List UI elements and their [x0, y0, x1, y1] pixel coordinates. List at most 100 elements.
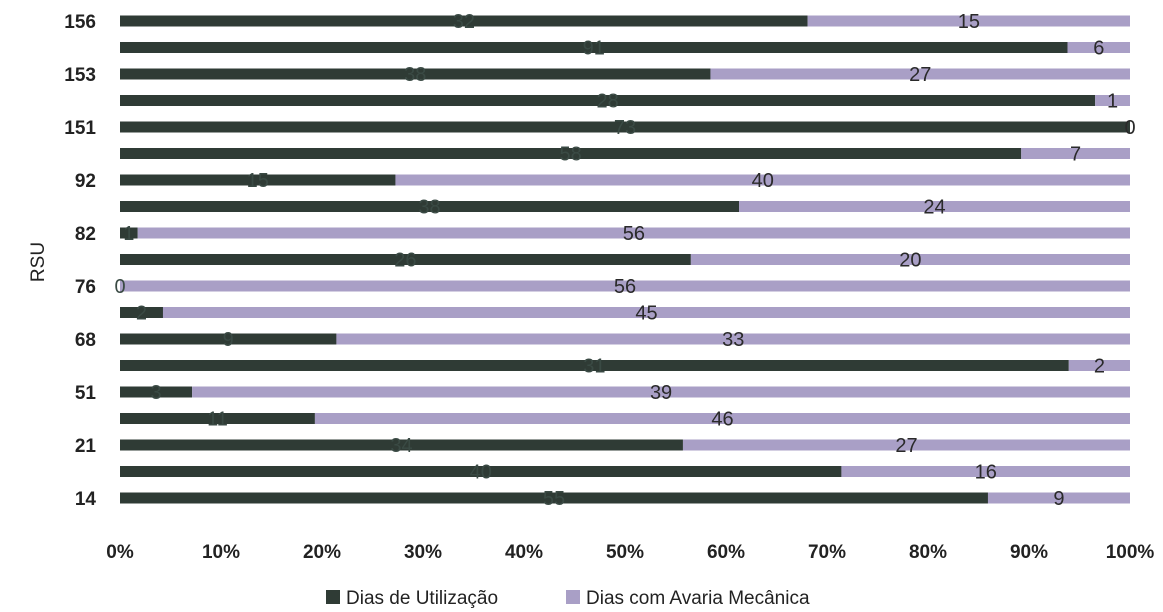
- y-tick-label: 14: [75, 489, 97, 510]
- data-label-dias-de-utilizacao: 34: [390, 435, 412, 457]
- bar-dias-de-utilizacao: [120, 121, 1130, 133]
- bar-dias-de-utilizacao: [120, 333, 337, 345]
- bar-dias-de-utilizacao: [120, 386, 193, 398]
- bar-dias-de-utilizacao: [120, 95, 1096, 106]
- data-label-dias-de-utilizacao: 28: [596, 91, 618, 113]
- data-label-dias-de-utilizacao: 58: [559, 144, 581, 166]
- data-label-dias-de-utilizacao: 26: [394, 250, 416, 272]
- x-tick-label: 20%: [303, 542, 341, 563]
- bar-dias-de-utilizacao: [120, 360, 1069, 371]
- bar-dias-com-avaria-mecanica: [841, 466, 1130, 477]
- bar-dias-de-utilizacao: [120, 492, 988, 504]
- data-label-dias-com-avaria-mecanica: 27: [895, 435, 917, 457]
- x-tick-label: 100%: [1106, 542, 1155, 563]
- data-label-dias-com-avaria-mecanica: 2: [1094, 356, 1105, 378]
- data-label-dias-com-avaria-mecanica: 0: [1124, 117, 1135, 139]
- legend: Dias de Utilização Dias com Avaria Mecân…: [326, 588, 810, 609]
- bar-dias-de-utilizacao: [120, 439, 683, 451]
- y-tick-label: 21: [75, 436, 97, 457]
- legend-label-dias-de-utilizacao: Dias de Utilização: [346, 588, 498, 609]
- x-tick-label: 80%: [909, 542, 947, 563]
- data-label-dias-de-utilizacao: 0: [114, 276, 125, 298]
- y-tick-label: 156: [64, 12, 96, 33]
- data-label-dias-com-avaria-mecanica: 56: [614, 276, 636, 298]
- bar-dias-com-avaria-mecanica: [336, 333, 1130, 345]
- bar-dias-de-utilizacao: [120, 466, 842, 477]
- bar-dias-com-avaria-mecanica: [987, 492, 1130, 504]
- y-tick-label: 51: [75, 383, 97, 404]
- bar-dias-com-avaria-mecanica: [1068, 360, 1130, 371]
- data-label-dias-de-utilizacao: 73: [614, 117, 636, 139]
- legend-label-dias-com-avaria-mecanica: Dias com Avaria Mecânica: [586, 588, 810, 609]
- bar-dias-com-avaria-mecanica: [137, 227, 1130, 239]
- bar-dias-com-avaria-mecanica: [314, 413, 1130, 424]
- bar-dias-de-utilizacao: [120, 227, 138, 239]
- data-label-dias-de-utilizacao: 32: [453, 11, 475, 33]
- bar-dias-de-utilizacao: [120, 307, 163, 318]
- bar-dias-com-avaria-mecanica: [120, 280, 1130, 292]
- bar-dias-de-utilizacao: [120, 254, 691, 265]
- data-label-dias-de-utilizacao: 91: [583, 38, 605, 60]
- y-tick-label: 82: [75, 224, 96, 245]
- data-label-dias-com-avaria-mecanica: 16: [975, 462, 997, 484]
- x-tick-label: 90%: [1010, 542, 1048, 563]
- bar-dias-de-utilizacao: [120, 413, 315, 424]
- data-label-dias-com-avaria-mecanica: 7: [1070, 144, 1081, 166]
- bar-dias-de-utilizacao: [120, 68, 711, 80]
- bar-dias-com-avaria-mecanica: [395, 174, 1130, 186]
- data-label-dias-de-utilizacao: 9: [223, 329, 234, 351]
- data-label-dias-de-utilizacao: 38: [404, 64, 426, 86]
- y-tick-label: 68: [75, 330, 96, 351]
- x-axis-ticks: 0% 10% 20% 30% 40% 50% 60% 70% 80% 90% 100%: [106, 542, 1154, 563]
- bar-dias-com-avaria-mecanica: [162, 307, 1130, 318]
- legend-swatch-dias-de-utilizacao: [326, 590, 340, 604]
- data-label-dias-de-utilizacao: 1: [123, 223, 134, 245]
- data-label-dias-de-utilizacao: 38: [418, 197, 440, 219]
- bar-dias-de-utilizacao: [120, 174, 396, 186]
- data-label-dias-de-utilizacao: 31: [583, 356, 605, 378]
- data-label-dias-de-utilizacao: 3: [151, 382, 162, 404]
- x-tick-label: 10%: [202, 542, 240, 563]
- x-tick-label: 50%: [606, 542, 644, 563]
- y-axis-ticks: 14 21 51 68 76 82 92 151 153 156: [64, 12, 96, 510]
- bar-dias-com-avaria-mecanica: [682, 439, 1130, 451]
- data-label-dias-de-utilizacao: 2: [136, 303, 147, 325]
- x-tick-label: 70%: [808, 542, 846, 563]
- data-label-dias-com-avaria-mecanica: 6: [1093, 38, 1104, 60]
- x-tick-label: 30%: [404, 542, 442, 563]
- data-label-dias-de-utilizacao: 15: [247, 170, 269, 192]
- bar-dias-com-avaria-mecanica: [807, 15, 1130, 27]
- y-tick-label: 92: [75, 171, 96, 192]
- bar-dias-com-avaria-mecanica: [739, 201, 1130, 212]
- y-tick-label: 151: [64, 118, 96, 139]
- data-label-dias-com-avaria-mecanica: 15: [958, 11, 980, 33]
- data-label-dias-com-avaria-mecanica: 39: [650, 382, 672, 404]
- data-label-dias-com-avaria-mecanica: 56: [623, 223, 645, 245]
- bar-dias-de-utilizacao: [120, 201, 740, 212]
- data-label-dias-com-avaria-mecanica: 45: [635, 303, 657, 325]
- y-tick-label: 153: [64, 65, 96, 86]
- data-label-dias-com-avaria-mecanica: 46: [711, 409, 733, 431]
- x-tick-label: 60%: [707, 542, 745, 563]
- data-label-dias-com-avaria-mecanica: 33: [722, 329, 744, 351]
- data-label-dias-com-avaria-mecanica: 9: [1053, 488, 1064, 510]
- x-tick-label: 0%: [106, 542, 134, 563]
- bar-dias-com-avaria-mecanica: [1067, 42, 1130, 53]
- data-label-dias-com-avaria-mecanica: 1: [1107, 91, 1118, 113]
- bar-dias-com-avaria-mecanica: [690, 254, 1130, 265]
- data-label-dias-com-avaria-mecanica: 20: [899, 250, 921, 272]
- bars-layer: [120, 15, 1131, 504]
- legend-swatch-dias-com-avaria-mecanica: [566, 590, 580, 604]
- bar-dias-de-utilizacao: [120, 15, 808, 27]
- bar-dias-com-avaria-mecanica: [710, 68, 1130, 80]
- data-label-dias-com-avaria-mecanica: 40: [752, 170, 774, 192]
- bar-dias-com-avaria-mecanica: [192, 386, 1131, 398]
- bar-dias-com-avaria-mecanica: [1095, 95, 1130, 106]
- data-label-dias-com-avaria-mecanica: 24: [923, 197, 945, 219]
- x-tick-label: 40%: [505, 542, 543, 563]
- y-tick-label: 76: [75, 277, 96, 298]
- bar-dias-de-utilizacao: [120, 148, 1022, 159]
- data-label-dias-de-utilizacao: 11: [207, 409, 228, 431]
